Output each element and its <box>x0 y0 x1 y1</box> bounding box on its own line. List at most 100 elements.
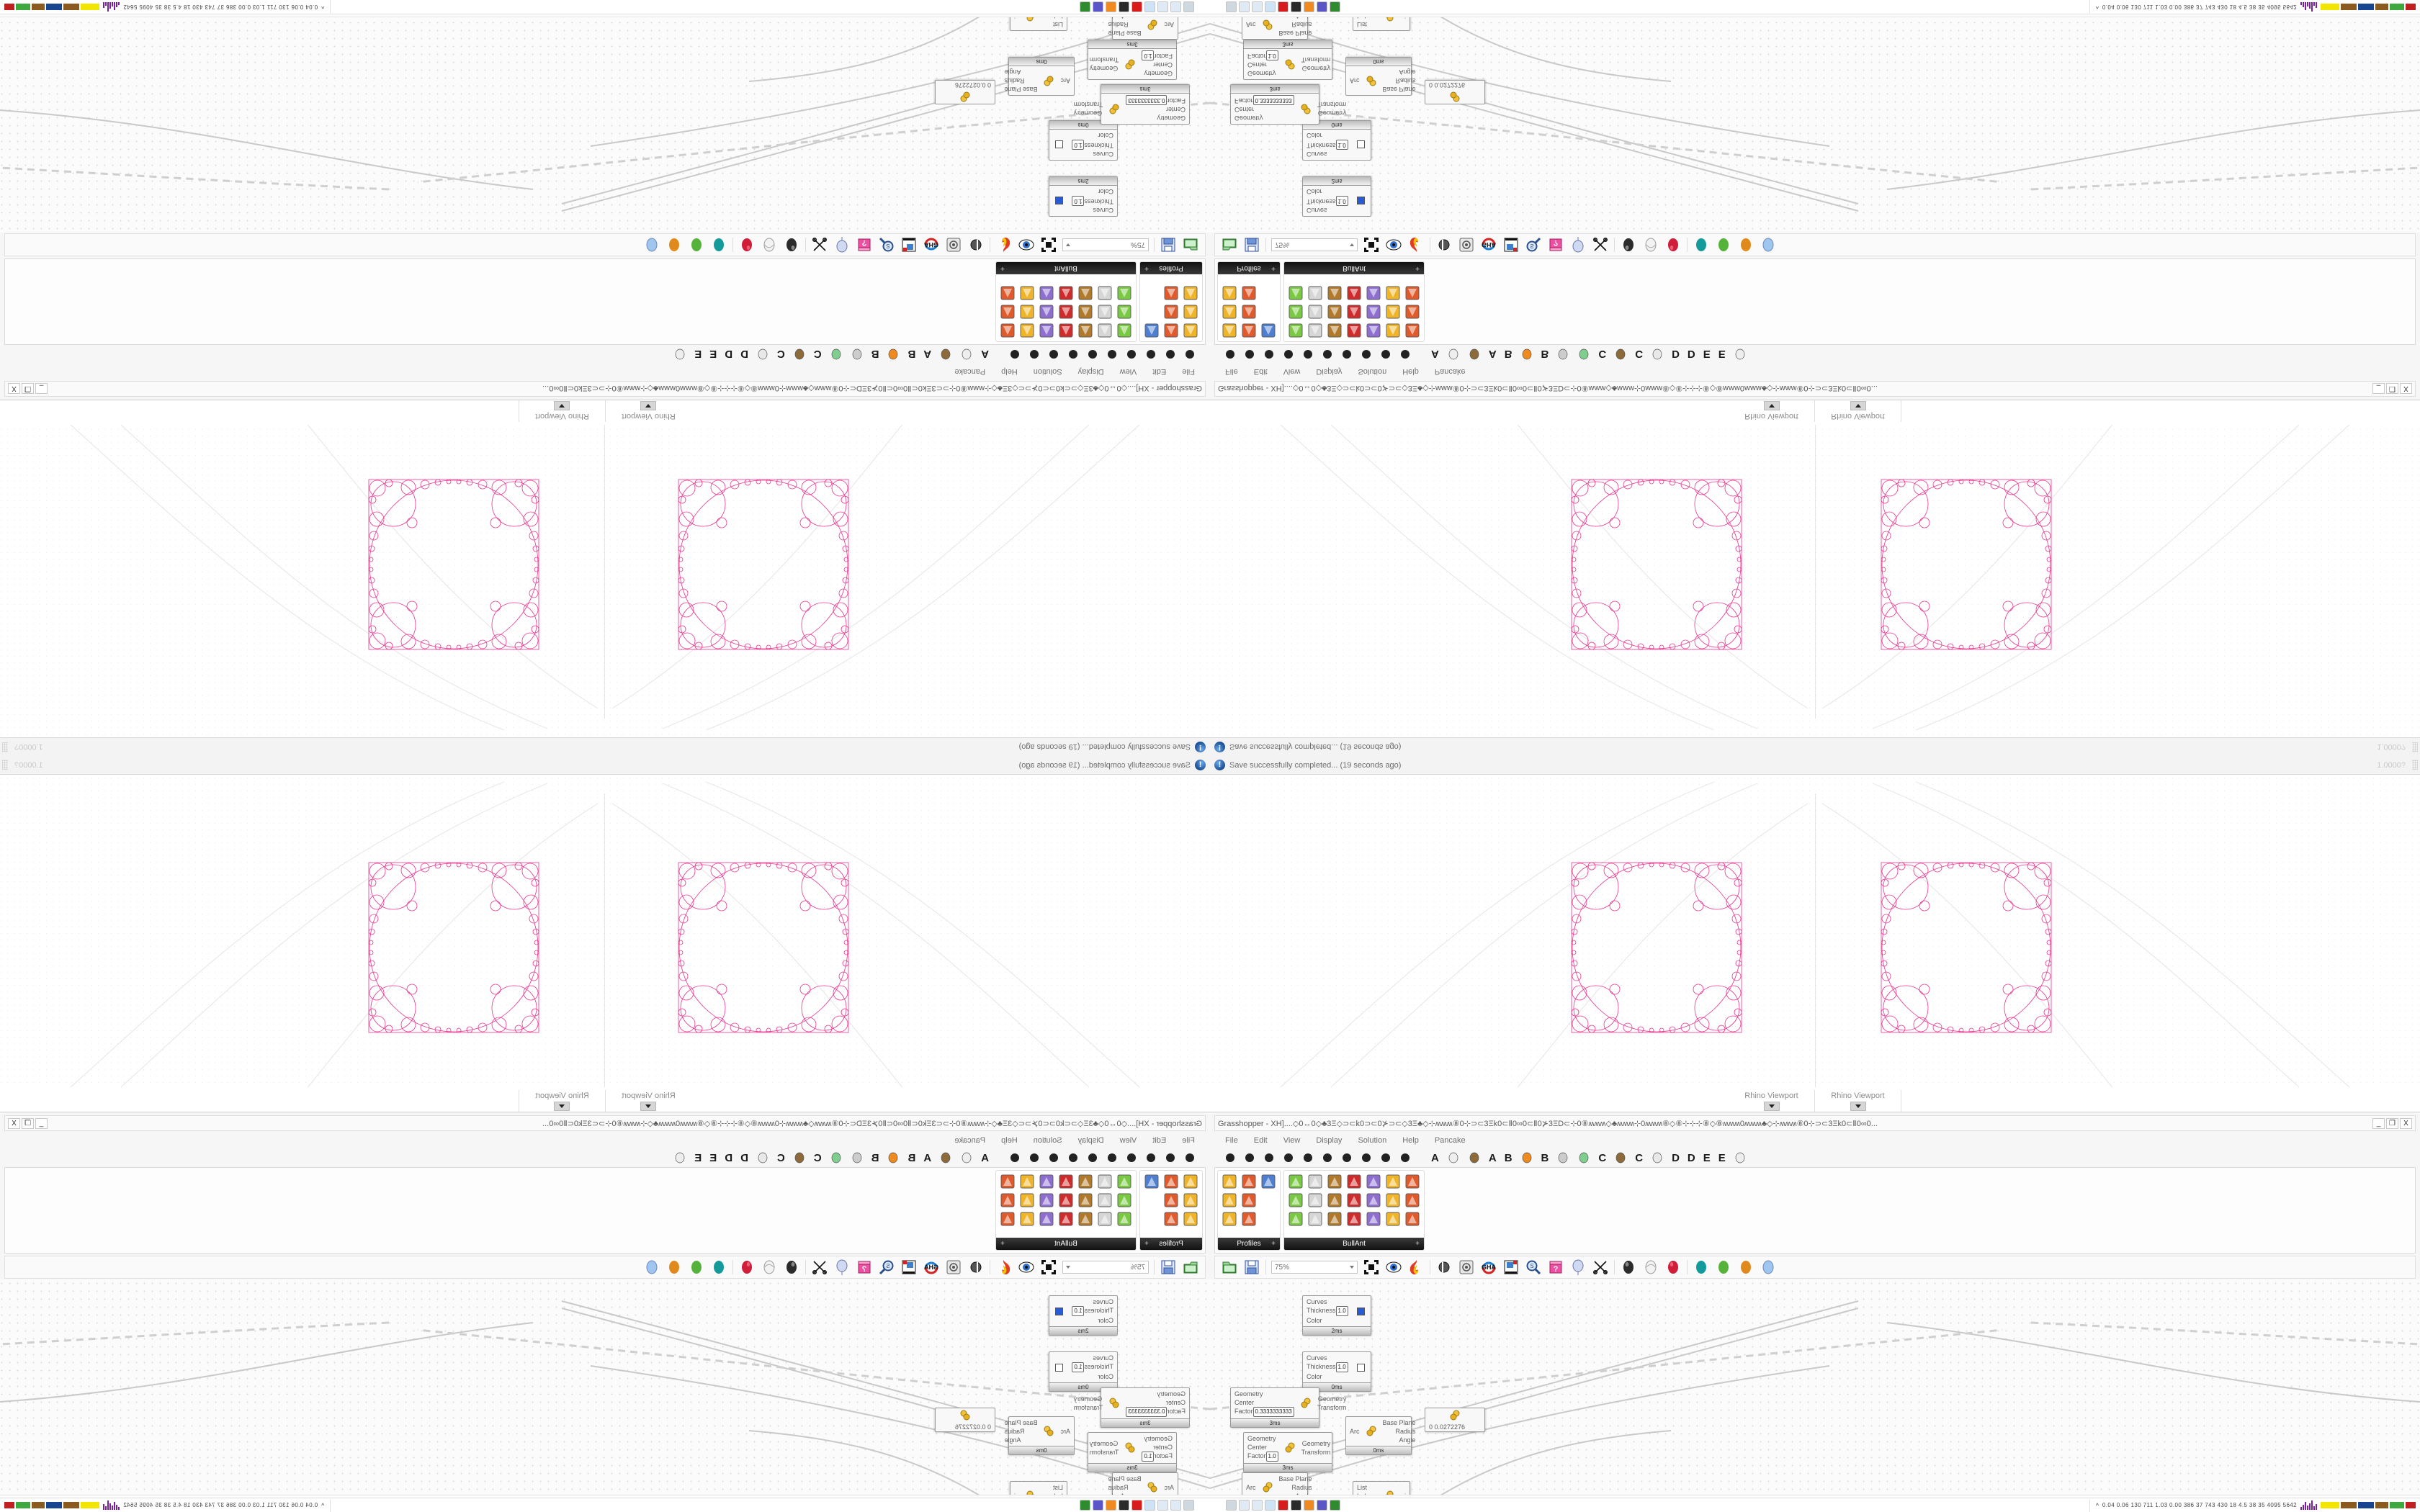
viewport-spinner-icon[interactable] <box>554 1102 570 1111</box>
panel-text[interactable]: 0 0.0272276 <box>954 1423 991 1431</box>
node-input-param[interactable]: Arc <box>1164 21 1175 28</box>
node-input-param[interactable]: Geometry <box>1144 70 1173 77</box>
panel-text[interactable]: 0 0.0272276 <box>1429 1423 1466 1431</box>
line-icon[interactable] <box>1283 1152 1294 1164</box>
balloon-icon[interactable] <box>1569 236 1587 253</box>
sigma-icon[interactable] <box>1244 1152 1255 1164</box>
category-tab-letter[interactable]: C <box>776 348 785 361</box>
node-input-param[interactable]: Arc <box>1350 77 1360 84</box>
rhino-viewport[interactable]: Rhino Viewport Rhino Viewport <box>0 400 1210 737</box>
notepad-icon[interactable] <box>1170 1500 1181 1511</box>
node-param-value[interactable]: 1.0 <box>1335 140 1348 150</box>
floppy64-icon[interactable] <box>1093 1500 1103 1511</box>
frame-red-icon[interactable] <box>1345 1192 1363 1209</box>
node-input-param[interactable]: Arc <box>1060 1428 1071 1435</box>
profile-l-icon[interactable] <box>1260 322 1277 339</box>
category-tab-letter[interactable]: E <box>709 1151 717 1164</box>
category-tab-letter[interactable]: E <box>709 348 717 361</box>
color-swatch[interactable] <box>1357 140 1366 149</box>
star-red-icon[interactable] <box>1345 1210 1363 1228</box>
bake-flame-icon[interactable] <box>995 1259 1013 1276</box>
sphere-red-icon[interactable] <box>1664 236 1682 253</box>
category-tab-letter[interactable]: E <box>1718 348 1726 361</box>
gh-component-scale2[interactable]: Geometry Center Factor1.0 Geometry Transfor… <box>1088 40 1177 80</box>
teardrop-icon[interactable] <box>1087 1152 1098 1164</box>
menu-item-file[interactable]: File <box>1225 1136 1238 1145</box>
star-red-icon[interactable] <box>1057 284 1075 302</box>
category-tab-letter[interactable]: C <box>813 1151 822 1164</box>
columns-icon[interactable] <box>1077 1192 1094 1209</box>
profile-i-icon[interactable] <box>1182 1173 1199 1190</box>
spiral-icon[interactable] <box>1302 1152 1314 1164</box>
node-output-param[interactable]: Base Plane <box>1004 1419 1038 1426</box>
close-button[interactable]: X <box>8 383 20 395</box>
truss-icon[interactable] <box>1077 322 1094 339</box>
mesh-icon[interactable] <box>851 348 864 361</box>
node-input-param[interactable]: Color <box>1098 1373 1113 1380</box>
sigma-icon[interactable] <box>1244 348 1255 360</box>
profile-l-icon[interactable] <box>1143 322 1160 339</box>
viewport-tab-0[interactable]: Rhino Viewport <box>605 1090 691 1112</box>
lattice-icon[interactable] <box>1096 1173 1113 1190</box>
brush-icon[interactable] <box>1307 1192 1324 1209</box>
viewport-spinner-icon[interactable] <box>640 401 657 410</box>
offset-icon[interactable] <box>1038 322 1055 339</box>
expand-icon[interactable]: ^ <box>2095 1501 2099 1509</box>
viewport-tab-1[interactable]: Rhino Viewport <box>519 400 605 422</box>
shell-icon[interactable] <box>1287 322 1304 339</box>
node-output-param[interactable]: Transform <box>1301 1449 1331 1456</box>
category-tab-letter[interactable]: D <box>1672 1151 1680 1164</box>
node-input-param[interactable]: Center <box>1247 1444 1268 1451</box>
firefox-icon[interactable] <box>1304 1 1314 12</box>
expand-icon[interactable]: ^ <box>321 3 325 11</box>
category-tab-letter[interactable]: D <box>725 1151 733 1164</box>
firefox-icon[interactable] <box>1106 1 1116 12</box>
cluster-icon[interactable] <box>945 236 962 253</box>
menu-item-help[interactable]: Help <box>1402 1136 1419 1145</box>
green-drive-icon[interactable] <box>1080 1 1090 12</box>
node-param-value[interactable]: 0.3333333333 <box>1126 1407 1168 1417</box>
scissors-icon[interactable] <box>1048 1152 1059 1164</box>
viewport-tab-1[interactable]: Rhino Viewport <box>1815 1090 1901 1112</box>
node-output-param[interactable]: Transform <box>1073 1404 1103 1411</box>
notepad-icon[interactable] <box>1252 1500 1263 1511</box>
notepad-icon[interactable] <box>1157 1500 1168 1511</box>
profile-o-icon[interactable] <box>1240 303 1258 320</box>
terminal-icon[interactable] <box>1183 1 1194 12</box>
gh-component-arc2[interactable]: Arc Base Plane Radius Angle 0ms <box>1004 57 1075 96</box>
node-input-param[interactable]: Geometry <box>1144 1435 1173 1442</box>
node-output-param[interactable]: Geometry <box>1301 1440 1331 1447</box>
profile-i2-icon[interactable] <box>1221 303 1238 320</box>
node-input-param[interactable]: Curves <box>1093 150 1113 158</box>
node-param-value[interactable]: 1.0 <box>1072 196 1085 206</box>
gh-component-scale2[interactable]: Geometry Center Factor1.0 Geometry Transfor… <box>1088 1432 1177 1472</box>
help-icon[interactable]: ? <box>1547 236 1564 253</box>
firefox-icon[interactable] <box>1304 1500 1314 1511</box>
sphere-green-icon[interactable] <box>1715 1259 1732 1276</box>
profile-i2-icon[interactable] <box>1221 1192 1238 1209</box>
brush-icon[interactable] <box>1096 303 1113 320</box>
sphere-red-icon[interactable] <box>1664 1259 1682 1276</box>
gha-icon[interactable]: GHA <box>1480 236 1497 253</box>
category-tab-letter[interactable]: D <box>740 1151 748 1164</box>
clamp2-icon[interactable] <box>1384 284 1402 302</box>
notepad-icon[interactable] <box>1252 1 1263 12</box>
viewport-splitter[interactable] <box>604 400 605 719</box>
category-tab-letter[interactable]: E <box>1703 1151 1711 1164</box>
offset-icon[interactable] <box>1038 1173 1055 1190</box>
scissors-icon[interactable] <box>1048 348 1059 360</box>
close-button[interactable]: X <box>2400 383 2412 395</box>
node-input-param[interactable]: Geometry <box>1247 70 1276 77</box>
gha-icon[interactable]: GHA <box>923 236 940 253</box>
open-file-icon[interactable] <box>1221 1259 1238 1276</box>
capsule-icon[interactable] <box>1435 236 1453 253</box>
clamp-icon[interactable] <box>1384 303 1402 320</box>
profile-c-icon[interactable] <box>1240 1173 1258 1190</box>
cone-icon[interactable] <box>1341 1152 1353 1164</box>
close-button[interactable]: X <box>8 1117 20 1129</box>
truss-icon[interactable] <box>1326 322 1343 339</box>
rhino-viewport[interactable]: Rhino Viewport Rhino Viewport <box>1210 400 2420 737</box>
